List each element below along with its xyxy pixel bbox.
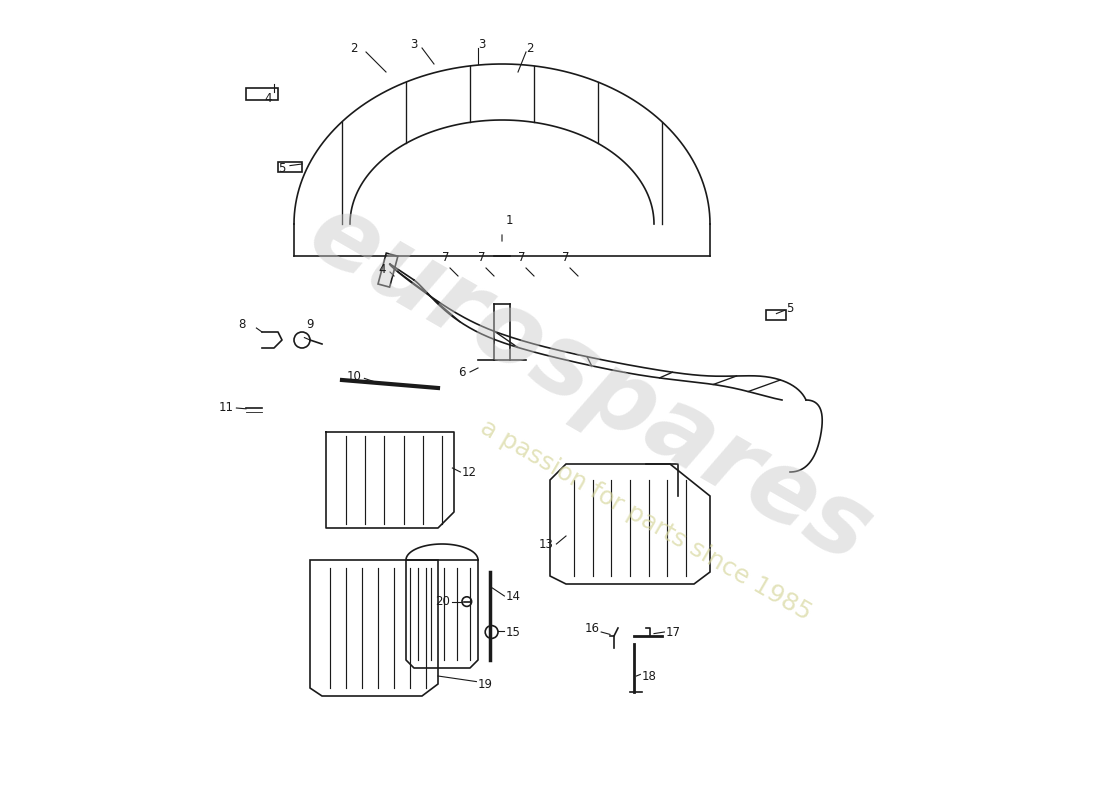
Bar	[766, 310, 786, 320]
Bar	[278, 162, 303, 172]
Text: 7: 7	[518, 251, 526, 264]
Text: 7: 7	[478, 251, 486, 264]
Text: 10: 10	[348, 370, 362, 382]
Bar	[246, 88, 278, 100]
Text: 7: 7	[442, 251, 450, 264]
Text: 17: 17	[666, 626, 681, 638]
Text: 2: 2	[350, 42, 358, 54]
Text: 16: 16	[584, 622, 600, 634]
Text: 15: 15	[506, 626, 521, 638]
Text: 4: 4	[265, 92, 272, 105]
Text: 11: 11	[219, 401, 234, 414]
Text: 7: 7	[562, 251, 570, 264]
Text: 1: 1	[506, 214, 514, 226]
Text: 3: 3	[478, 38, 486, 50]
Bar	[378, 253, 398, 287]
Text: 5: 5	[278, 162, 286, 174]
Text: 13: 13	[539, 538, 554, 550]
Text: 20: 20	[436, 595, 450, 608]
Text: 4: 4	[378, 263, 386, 276]
Text: 8: 8	[239, 318, 245, 330]
Text: 12: 12	[462, 466, 477, 478]
Text: a passion for parts since 1985: a passion for parts since 1985	[476, 415, 816, 625]
Text: eurospares: eurospares	[292, 184, 888, 584]
Text: 5: 5	[786, 302, 793, 314]
Text: 19: 19	[478, 678, 493, 690]
Text: 9: 9	[306, 318, 313, 331]
Text: 18: 18	[642, 670, 657, 682]
Text: 3: 3	[410, 38, 418, 50]
Text: 14: 14	[506, 590, 521, 602]
Text: 6: 6	[459, 366, 466, 378]
Text: 2: 2	[526, 42, 534, 54]
